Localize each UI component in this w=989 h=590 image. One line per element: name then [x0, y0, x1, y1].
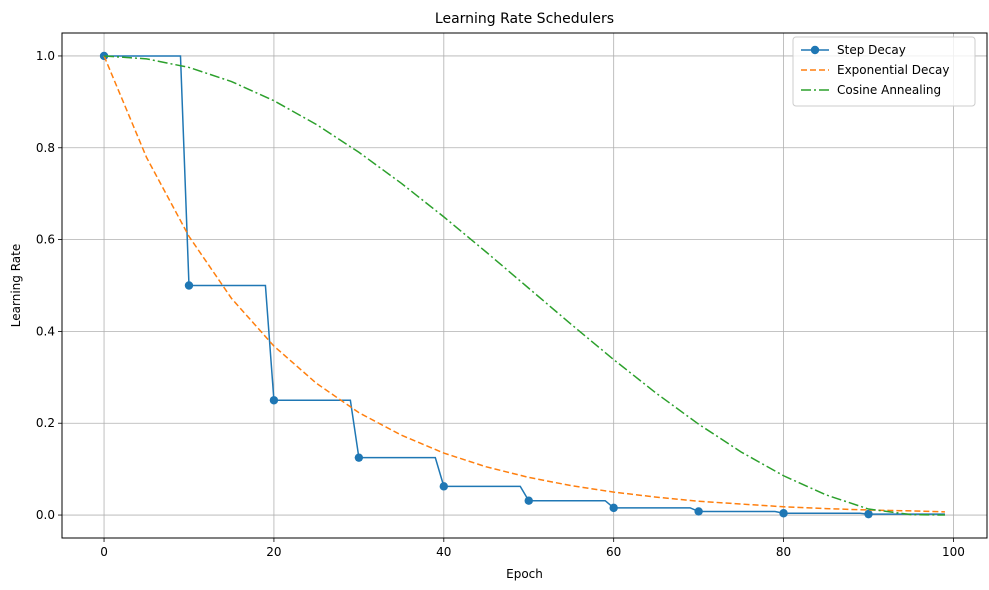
step-decay-point	[694, 507, 703, 516]
legend-marker-step-decay	[810, 45, 820, 55]
x-tick-label: 60	[606, 545, 621, 559]
y-axis-label: Learning Rate	[9, 244, 23, 327]
legend-items: Step Decay Exponential Decay Cosine Anneal…	[801, 43, 949, 97]
exponential-decay-line	[103, 55, 945, 513]
step-decay-point	[439, 482, 449, 491]
step-decay-point	[779, 509, 788, 518]
step-decay-point	[354, 453, 364, 462]
step-decay-point	[609, 503, 618, 513]
legend-label-exponential-decay: Exponential Decay	[837, 63, 949, 77]
legend-label-step-decay: Step Decay	[837, 43, 906, 57]
grid	[62, 33, 987, 538]
chart-title: Learning Rate Schedulers	[435, 11, 614, 27]
cosine-annealing-line	[103, 55, 945, 516]
step-decay-point	[864, 509, 873, 519]
step-decay-point	[269, 396, 279, 405]
x-tick-label: 0	[100, 545, 108, 559]
ticks: 0 20 40 60 80 100 0.0 0.2 0.4 0.6 0.8 1.0	[36, 49, 965, 559]
step-decay-point	[524, 496, 533, 505]
series-layer	[99, 51, 945, 519]
y-tick-label: 0.4	[36, 324, 55, 338]
step-decay-point	[184, 281, 194, 290]
plot-frame	[61, 32, 988, 539]
x-tick-label: 80	[776, 545, 791, 559]
x-axis-label: Epoch	[506, 567, 543, 581]
x-tick-label: 100	[942, 545, 965, 559]
legend-box	[792, 36, 976, 107]
legend-label-cosine-annealing: Cosine Annealing	[837, 83, 941, 97]
y-tick-label: 1.0	[36, 49, 55, 63]
y-tick-label: 0.6	[36, 233, 55, 247]
y-tick-label: 0.8	[36, 141, 55, 155]
x-tick-label: 40	[436, 545, 451, 559]
legend: Step Decay Exponential Decay Cosine Anneal…	[792, 36, 976, 107]
y-tick-label: 0.2	[36, 416, 55, 430]
x-tick-label: 20	[266, 545, 281, 559]
y-tick-label: 0.0	[36, 508, 55, 522]
